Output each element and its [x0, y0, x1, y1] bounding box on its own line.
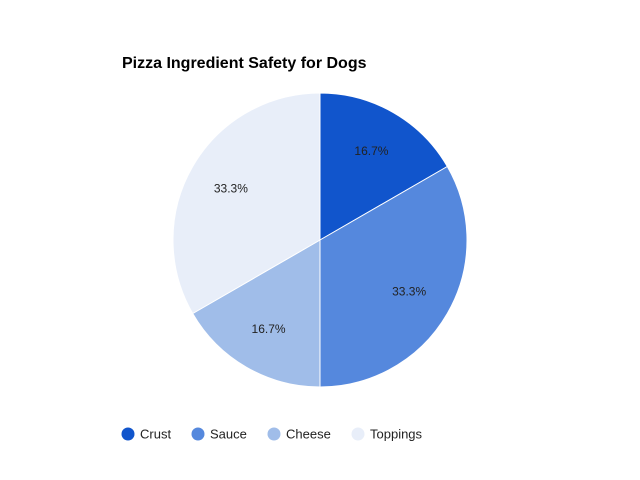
legend-item-toppings: Toppings	[351, 427, 423, 442]
pie-slices	[172, 92, 468, 388]
pie-slice-labels: 16.7% 33.3% 16.7% 33.3%	[214, 144, 427, 336]
legend: Crust Sauce Cheese Toppings	[121, 427, 423, 442]
chart-title: Pizza Ingredient Safety for Dogs	[122, 55, 367, 72]
legend-label: Toppings	[370, 427, 423, 442]
pie-slice-toppings	[172, 92, 321, 315]
slice-label-sauce: 33.3%	[392, 284, 426, 298]
slice-label-toppings: 33.3%	[214, 182, 248, 196]
legend-label: Sauce	[210, 427, 247, 442]
legend-item-cheese: Cheese	[267, 427, 331, 442]
legend-label: Crust	[140, 427, 171, 442]
pie-slice-crust	[319, 92, 448, 241]
legend-swatch	[121, 427, 135, 441]
slice-label-crust: 16.7%	[354, 144, 388, 158]
legend-swatch	[267, 427, 281, 441]
legend-item-sauce: Sauce	[191, 427, 247, 442]
pie-slice-sauce	[319, 165, 468, 388]
legend-label: Cheese	[286, 427, 331, 442]
legend-swatch	[351, 427, 365, 441]
legend-swatch	[191, 427, 205, 441]
legend-item-crust: Crust	[121, 427, 171, 442]
pie-slice-cheese	[192, 239, 321, 388]
slice-label-cheese: 16.7%	[252, 322, 286, 336]
